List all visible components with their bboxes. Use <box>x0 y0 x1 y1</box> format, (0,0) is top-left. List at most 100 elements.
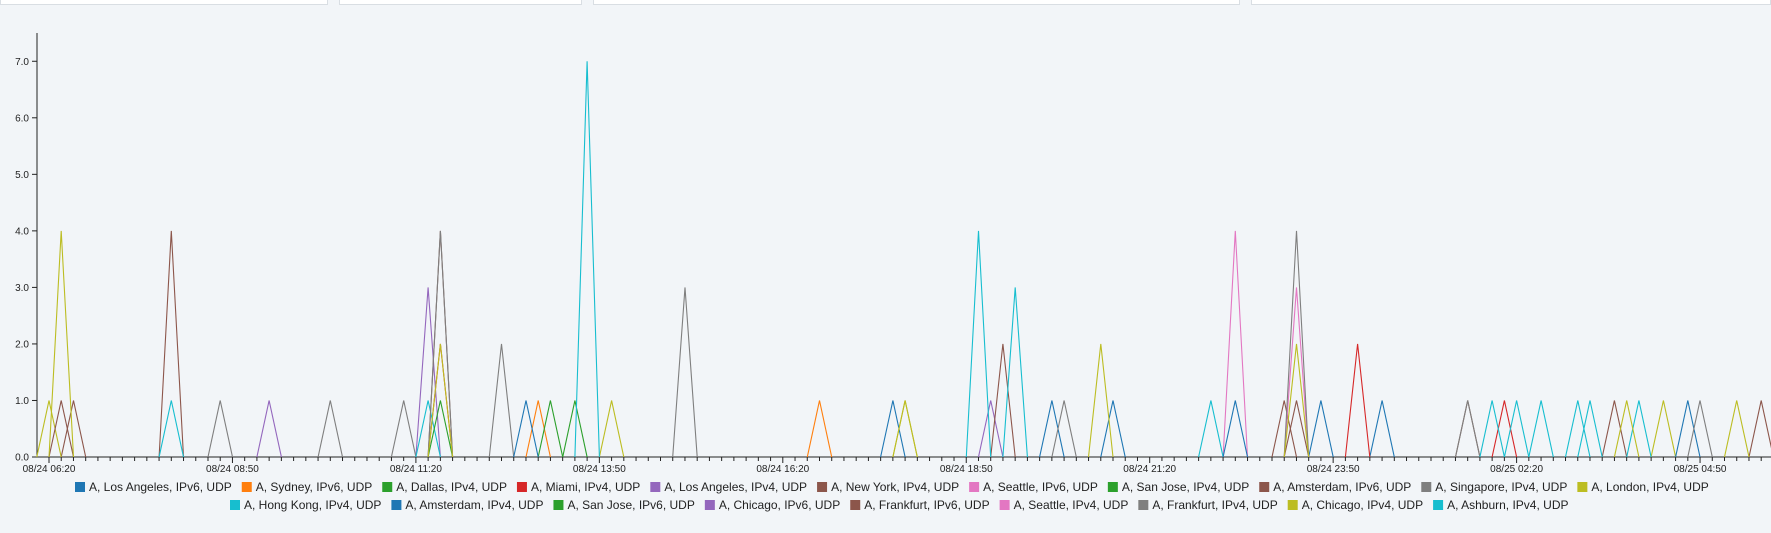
legend-swatch <box>817 482 828 492</box>
series-peak <box>256 400 282 458</box>
series-peak <box>207 400 234 458</box>
legend-item[interactable]: A, Los Angeles, IPv4, UDP <box>650 480 807 494</box>
legend-item[interactable]: A, Hong Kong, IPv4, UDP <box>230 498 381 512</box>
legend-swatch <box>850 500 861 510</box>
series-peak <box>1723 400 1750 458</box>
legend-item[interactable]: A, Chicago, IPv4, UDP <box>1287 498 1423 512</box>
legend-swatch <box>1421 482 1432 492</box>
series-16 <box>48 400 1771 458</box>
legend-label: A, Sydney, IPv6, UDP <box>256 480 373 494</box>
legend-item[interactable]: A, Los Angeles, IPv6, UDP <box>75 480 232 494</box>
y-tick-label: 4.0 <box>15 226 29 237</box>
legend-item[interactable]: A, San Jose, IPv6, UDP <box>553 498 695 512</box>
y-tick-label: 6.0 <box>15 113 29 124</box>
series-peak <box>806 400 833 458</box>
legend-label: A, Frankfurt, IPv4, UDP <box>1152 498 1277 512</box>
series-peak <box>60 400 87 458</box>
series-peak <box>990 343 1016 458</box>
legend-item[interactable]: A, Frankfurt, IPv4, UDP <box>1138 498 1278 512</box>
legend-swatch <box>704 500 715 510</box>
legend-item[interactable]: A, Seattle, IPv4, UDP <box>999 498 1129 512</box>
series-peak <box>427 343 454 458</box>
series-peak <box>36 400 62 458</box>
series-3 <box>537 400 564 458</box>
legend-label: A, Hong Kong, IPv4, UDP <box>244 498 381 512</box>
legend-swatch <box>1107 482 1118 492</box>
series-layer <box>36 61 1771 458</box>
legend-item[interactable]: A, Frankfurt, IPv6, UDP <box>850 498 990 512</box>
series-1 <box>880 400 1395 458</box>
series-peak <box>1051 400 1077 458</box>
series-peak <box>1283 287 1310 458</box>
series-peak <box>1002 287 1028 458</box>
legend-label: A, Ashburn, IPv4, UDP <box>1447 498 1568 512</box>
series-peak <box>1601 400 1628 458</box>
series-peak <box>574 61 600 458</box>
legend-label: A, Singapore, IPv4, UDP <box>1435 480 1567 494</box>
y-tick-label: 5.0 <box>15 170 29 181</box>
legend-item[interactable]: A, Seattle, IPv6, UDP <box>969 480 1098 494</box>
series-peak <box>1564 400 1591 458</box>
series-peak <box>1283 343 1310 458</box>
y-tick-label: 3.0 <box>15 283 29 294</box>
series-peak <box>1344 343 1371 458</box>
legend-item[interactable]: A, Amsterdam, IPv4, UDP <box>391 498 543 512</box>
series-peak <box>965 230 992 458</box>
y-tick-label: 1.0 <box>15 396 29 407</box>
series-peak <box>672 287 698 458</box>
legend-label: A, Dallas, IPv4, UDP <box>396 480 507 494</box>
series-peak <box>1491 400 1518 458</box>
series-14 <box>427 400 454 458</box>
legend-label: A, Los Angeles, IPv4, UDP <box>664 480 807 494</box>
series-peak <box>415 287 441 458</box>
series-11 <box>36 343 1677 458</box>
series-12 <box>158 61 1652 458</box>
series-peak <box>427 230 454 458</box>
x-tick-label: 08/24 06:20 <box>23 464 76 475</box>
legend-swatch <box>1577 482 1588 492</box>
series-peak <box>1650 400 1677 458</box>
legend-item[interactable]: A, San Jose, IPv4, UDP <box>1107 480 1249 494</box>
legend-swatch <box>230 500 240 510</box>
legend-item[interactable]: A, New York, IPv4, UDP <box>817 480 959 494</box>
legend-item[interactable]: A, Sydney, IPv6, UDP <box>241 480 373 494</box>
series-peak <box>1100 400 1126 458</box>
y-tick-label: 0.0 <box>15 453 29 464</box>
series-2 <box>525 400 833 458</box>
legend[interactable]: A, Los Angeles, IPv6, UDP A, Sydney, IPv6… <box>75 480 1709 512</box>
series-peak <box>390 400 417 458</box>
series-9 <box>1283 400 1628 458</box>
series-peak <box>1675 400 1701 458</box>
x-tick-label: 08/24 21:20 <box>1123 464 1176 475</box>
x-tick-label: 08/24 11:20 <box>390 464 443 475</box>
y-tick-label: 2.0 <box>15 339 29 350</box>
series-peak <box>892 400 918 458</box>
series-7 <box>1222 230 1310 458</box>
series-peak <box>48 230 75 458</box>
legend-label: A, San Jose, IPv4, UDP <box>1122 480 1249 494</box>
series-peak <box>1503 400 1530 458</box>
legend-item[interactable]: A, Miami, IPv4, UDP <box>516 480 640 494</box>
legend-item[interactable]: A, Ashburn, IPv4, UDP <box>1433 498 1568 512</box>
legend-swatch <box>382 482 393 492</box>
series-19 <box>48 230 1750 458</box>
legend-item[interactable]: A, Chicago, IPv6, UDP <box>704 498 840 512</box>
legend-item[interactable]: A, London, IPv4, UDP <box>1577 480 1709 494</box>
top-panel-2 <box>339 0 582 5</box>
legend-label: A, San Jose, IPv6, UDP <box>567 498 694 512</box>
legend-swatch <box>999 500 1010 510</box>
legend-item[interactable]: A, Amsterdam, IPv6, UDP <box>1259 480 1411 494</box>
legend-swatch <box>516 482 527 492</box>
legend-item[interactable]: A, Singapore, IPv4, UDP <box>1421 480 1567 494</box>
series-peak <box>1283 400 1310 458</box>
series-peak <box>1687 400 1713 458</box>
series-peak <box>1454 400 1481 458</box>
x-tick-label: 08/25 02:20 <box>1490 464 1543 475</box>
series-peak <box>1271 400 1298 458</box>
series-peak <box>1479 400 1505 458</box>
legend-item[interactable]: A, Dallas, IPv4, UDP <box>382 480 507 494</box>
series-peak <box>1283 230 1310 458</box>
series-peak <box>1222 230 1249 458</box>
series-peak <box>488 343 515 458</box>
